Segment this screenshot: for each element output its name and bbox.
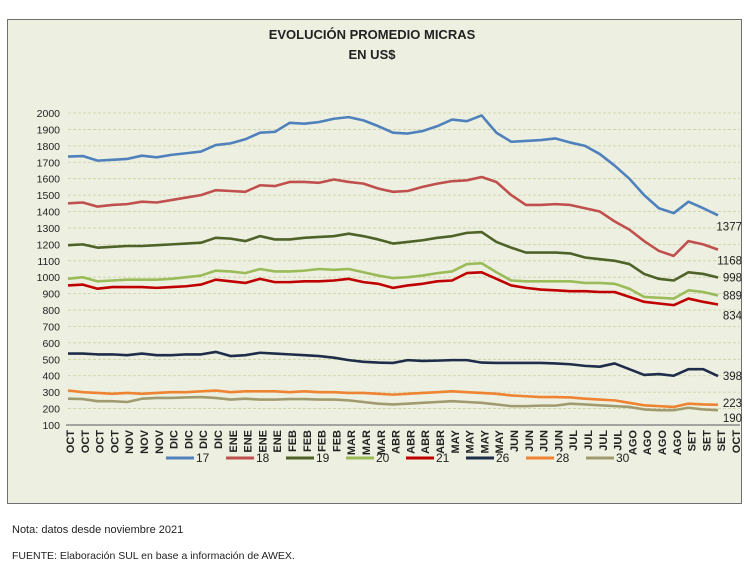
end-data-label: 1168	[717, 256, 742, 268]
x-tick-label: ENE	[257, 430, 269, 453]
x-tick-label: MAR	[376, 430, 388, 455]
x-tick-label: ENE	[272, 430, 284, 453]
y-tick-label: 1100	[37, 256, 60, 268]
x-tick-label: JUL	[568, 430, 580, 451]
series-line-20	[67, 261, 719, 300]
x-tick-label: AGO	[642, 430, 654, 456]
end-data-label: 889	[723, 290, 742, 302]
chart-title: EVOLUCIÓN PROMEDIO MICRAS	[269, 27, 476, 42]
y-tick-label: 600	[42, 338, 60, 350]
legend-label: 20	[376, 451, 390, 465]
x-tick-label: FEB	[287, 430, 299, 452]
series-line-19	[67, 230, 719, 282]
x-tick-label: JUL	[613, 430, 625, 451]
end-data-label: 190	[723, 413, 742, 425]
x-tick-label: MAY	[494, 429, 506, 453]
x-tick-label: DIC	[169, 430, 181, 449]
x-tick-label: DIC	[198, 430, 210, 449]
y-tick-label: 1900	[37, 124, 61, 136]
end-data-label: 1377	[716, 221, 742, 233]
x-tick-label: ENE	[228, 430, 240, 453]
x-tick-label: JUN	[553, 430, 565, 452]
legend-label: 30	[616, 451, 630, 465]
x-tick-label: SET	[687, 430, 699, 452]
end-data-label: 398	[723, 371, 742, 383]
x-tick-label: JUN	[509, 430, 521, 452]
end-data-label: 998	[723, 273, 742, 285]
y-tick-label: 1200	[37, 239, 61, 251]
source-text: FUENTE: Elaboración SUL en base a inform…	[12, 550, 295, 562]
note-text: Nota: datos desde noviembre 2021	[12, 524, 184, 536]
x-tick-label: NOV	[154, 429, 166, 454]
y-tick-label: 800	[42, 305, 60, 317]
x-tick-label: ENE	[243, 430, 255, 453]
chart-subtitle: EN US$	[349, 47, 397, 62]
x-tick-label: AGO	[657, 430, 669, 456]
y-tick-label: 1800	[37, 141, 61, 153]
legend-label: 17	[196, 451, 210, 465]
x-tick-label: OCT	[95, 430, 107, 454]
x-tick-label: OCT	[65, 430, 77, 454]
x-tick-label: DIC	[213, 430, 225, 449]
y-tick-label: 300	[42, 387, 60, 399]
y-tick-label: 1600	[37, 174, 61, 186]
y-tick-label: 1400	[37, 207, 61, 219]
x-tick-label: ABR	[391, 430, 403, 454]
x-tick-label: OCT	[80, 430, 92, 454]
line-chart: EVOLUCIÓN PROMEDIO MICRAS EN US$ 100 200 3…	[37, 27, 743, 465]
x-tick-label: ABR	[405, 430, 417, 454]
x-tick-label: MAY	[450, 429, 462, 453]
x-tick-label: ABR	[435, 430, 447, 454]
series-line-28	[67, 389, 719, 409]
x-tick-label: AGO	[627, 430, 639, 456]
series-line-18	[67, 175, 719, 258]
x-tick-label: MAY	[465, 429, 477, 453]
legend-label: 26	[496, 451, 510, 465]
x-tick-label: JUL	[598, 430, 610, 451]
y-tick-label: 400	[42, 371, 60, 383]
x-tick-label: SET	[716, 430, 728, 452]
y-tick-label: 100	[42, 420, 60, 432]
x-tick-label: FEB	[302, 430, 314, 452]
x-tick-label: OCT	[731, 430, 743, 454]
end-data-label: 223	[723, 398, 742, 410]
y-tick-label: 900	[42, 289, 60, 301]
x-tick-label: OCT	[109, 430, 121, 454]
series-line-26	[68, 350, 719, 378]
x-tick-label: NOV	[124, 429, 136, 454]
y-tick-label: 2000	[37, 108, 61, 120]
series-line-17	[67, 114, 719, 217]
y-tick-label: 500	[42, 354, 60, 366]
x-tick-label: JUL	[583, 430, 595, 451]
y-tick-label: 1000	[37, 272, 61, 284]
series-line-21	[67, 270, 719, 307]
x-tick-label: AGO	[672, 430, 684, 456]
x-tick-label: NOV	[139, 429, 151, 454]
x-tick-label: FEB	[317, 430, 329, 452]
legend-label: 21	[436, 451, 450, 465]
y-tick-label: 1700	[37, 157, 61, 169]
legend-label: 18	[256, 451, 270, 465]
y-tick-label: 1500	[37, 190, 61, 202]
x-tick-label: SET	[701, 430, 713, 452]
x-tick-label: DIC	[183, 430, 195, 449]
legend-label: 28	[556, 451, 570, 465]
y-tick-label: 200	[42, 404, 60, 416]
y-tick-label: 700	[42, 321, 60, 333]
x-tick-label: MAY	[479, 429, 491, 453]
x-tick-label: JUN	[539, 430, 551, 452]
y-tick-label: 1300	[37, 223, 61, 235]
x-tick-label: FEB	[331, 430, 343, 452]
legend-label: 19	[316, 451, 330, 465]
series-line-30	[67, 395, 719, 412]
x-tick-label: JUN	[524, 430, 536, 452]
end-data-label: 834	[723, 310, 743, 322]
x-tick-label: MAR	[361, 430, 373, 455]
x-tick-label: MAR	[346, 430, 358, 455]
x-tick-label: ABR	[420, 430, 432, 454]
